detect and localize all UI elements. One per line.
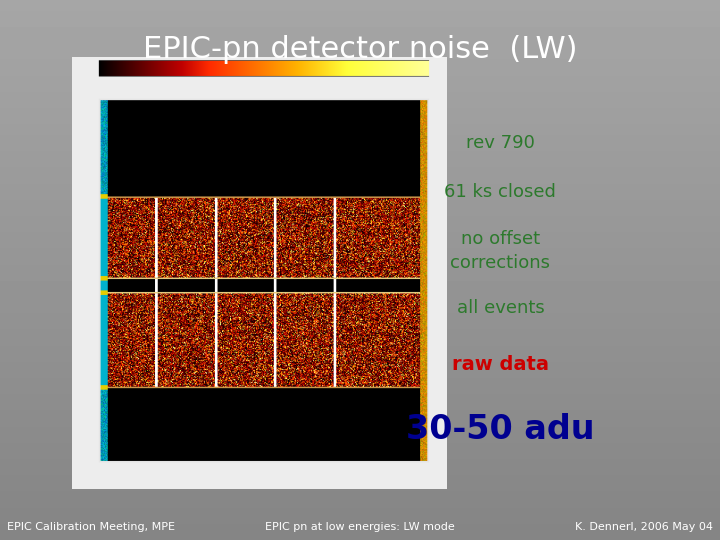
Text: EPIC-pn detector noise  (LW): EPIC-pn detector noise (LW) [143, 35, 577, 64]
Text: raw data: raw data [452, 355, 549, 374]
Text: rev 790: rev 790 [466, 134, 535, 152]
Text: EPIC pn at low energies: LW mode: EPIC pn at low energies: LW mode [265, 522, 455, 532]
Text: K. Dennerl, 2006 May 04: K. Dennerl, 2006 May 04 [575, 522, 713, 532]
Text: all events: all events [456, 299, 544, 317]
Text: 30-50 adu: 30-50 adu [406, 413, 595, 446]
Text: EPIC Calibration Meeting, MPE: EPIC Calibration Meeting, MPE [7, 522, 175, 532]
Text: no offset
corrections: no offset corrections [451, 230, 550, 272]
Text: 61 ks closed: 61 ks closed [444, 183, 557, 201]
